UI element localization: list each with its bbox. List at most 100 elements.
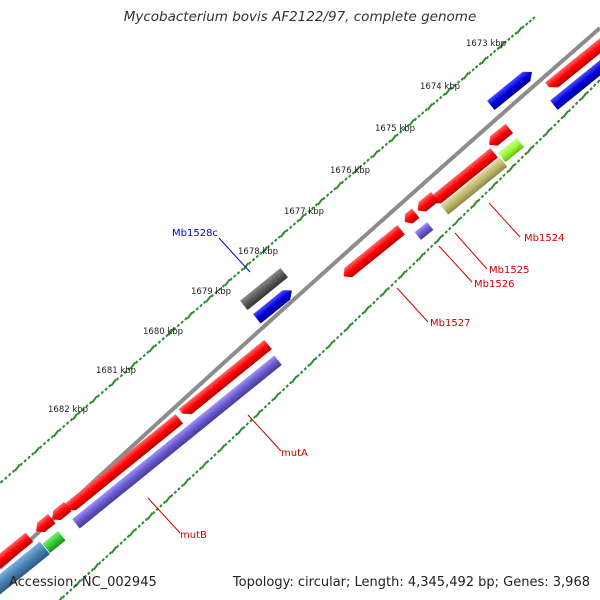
major-tick (219, 444, 226, 452)
gene-mb1524-shape[interactable] (440, 157, 508, 215)
minor-tick (251, 257, 256, 262)
gene-mb1525-shape[interactable] (414, 192, 439, 215)
minor-tick (449, 86, 454, 91)
minor-tick (596, 79, 600, 84)
minor-tick (411, 262, 416, 266)
minor-tick (354, 318, 358, 322)
mb1527-leader (396, 287, 429, 323)
minor-tick (177, 487, 181, 491)
minor-tick (97, 561, 102, 566)
gene-label-muta[interactable]: mutA (281, 448, 308, 459)
minor-tick (231, 435, 235, 440)
gene-label-mb1524[interactable]: Mb1524 (524, 233, 564, 244)
gene-mb1525-small-shape[interactable] (401, 208, 420, 227)
major-tick (74, 579, 82, 588)
minor-tick (214, 290, 218, 295)
gene-steel-shape[interactable] (0, 541, 50, 595)
minor-tick (209, 456, 214, 461)
gene-mutb-red-shape[interactable] (62, 414, 184, 515)
gene-mb1524-top-shape[interactable] (485, 123, 514, 150)
minor-tick (46, 438, 51, 442)
gene-mb1528c-shape[interactable] (240, 267, 288, 311)
major-tick (91, 395, 98, 404)
gene-lime-shape[interactable] (497, 137, 525, 163)
minor-tick (184, 317, 188, 321)
minor-tick (553, 123, 557, 127)
minor-tick (413, 117, 418, 122)
tick-label: 1674 kbp (420, 82, 460, 92)
minor-tick (123, 537, 127, 542)
minor-tick (362, 161, 367, 166)
minor-tick (23, 459, 27, 463)
gene-label-mb1525[interactable]: Mb1525 (489, 265, 529, 276)
minor-tick (471, 68, 475, 72)
gene-blue-1674-shape[interactable] (487, 67, 536, 111)
minor-tick (408, 265, 412, 270)
major-tick (462, 72, 470, 80)
major-tick (544, 128, 551, 136)
minor-tick (431, 102, 436, 106)
minor-tick (474, 64, 479, 69)
minor-tick (453, 83, 457, 87)
minor-tick (229, 277, 233, 282)
minor-tick (307, 209, 311, 213)
minor-tick (314, 203, 319, 207)
minor-tick (260, 408, 264, 413)
tick-label: 1673 kbp (466, 39, 506, 49)
tick-label: 1679 kbp (191, 287, 231, 297)
minor-tick (380, 145, 385, 150)
gene-muta-shape[interactable] (72, 355, 282, 529)
gene-mb1526-shape[interactable] (414, 222, 434, 240)
minor-tick (585, 90, 590, 95)
minor-tick (146, 350, 150, 354)
tick-label: 1676 kbp (330, 166, 370, 176)
gene-label-mb1527[interactable]: Mb1527 (430, 318, 470, 329)
gene-blue-topright-shape[interactable] (550, 50, 600, 110)
gene-label-mutb[interactable]: mutB (180, 530, 207, 541)
gene-mb1524-red-shape[interactable] (428, 148, 498, 208)
gene-blue-forward-shape[interactable] (253, 286, 296, 324)
major-tick (280, 230, 287, 238)
minor-tick (218, 287, 222, 291)
gene-red-bottomleft-shape[interactable] (0, 532, 34, 577)
gene-red-topright-shape[interactable] (545, 32, 600, 92)
minor-tick (578, 97, 582, 102)
minor-tick (438, 95, 443, 100)
minor-tick (288, 225, 293, 230)
minor-tick (556, 119, 561, 124)
minor-tick (429, 244, 434, 249)
gene-muta-red-shape[interactable] (178, 339, 272, 419)
minor-tick (176, 323, 180, 328)
minor-tick (61, 594, 66, 599)
muta-leader (247, 414, 282, 452)
minor-tick (296, 219, 300, 223)
minor-tick (89, 400, 93, 405)
minor-tick (528, 19, 532, 23)
gene-small-red-2-shape[interactable] (32, 514, 56, 536)
major-tick (92, 562, 100, 571)
minor-tick (469, 205, 474, 210)
minor-tick (492, 49, 497, 54)
gene-green-shape[interactable] (42, 531, 66, 553)
minor-tick (424, 108, 428, 112)
minor-tick (350, 321, 354, 326)
minor-tick (210, 293, 214, 298)
gene-label-mb1528c[interactable]: Mb1528c (172, 228, 218, 239)
minor-tick (502, 173, 506, 177)
gene-mb1527-shape[interactable] (340, 225, 405, 281)
minor-tick (358, 164, 363, 169)
minor-tick (115, 377, 120, 381)
minor-tick (444, 230, 448, 234)
major-tick (444, 87, 452, 96)
gene-label-mb1526[interactable]: Mb1526 (474, 279, 514, 290)
major-tick (242, 262, 250, 270)
minor-tick (335, 335, 340, 340)
gene-small-red-1-shape[interactable] (48, 502, 72, 524)
minor-tick (395, 133, 399, 137)
major-tick (205, 295, 212, 303)
major-tick (167, 328, 174, 336)
minor-tick (249, 418, 253, 423)
minor-tick (390, 283, 394, 287)
major-tick (72, 412, 79, 421)
